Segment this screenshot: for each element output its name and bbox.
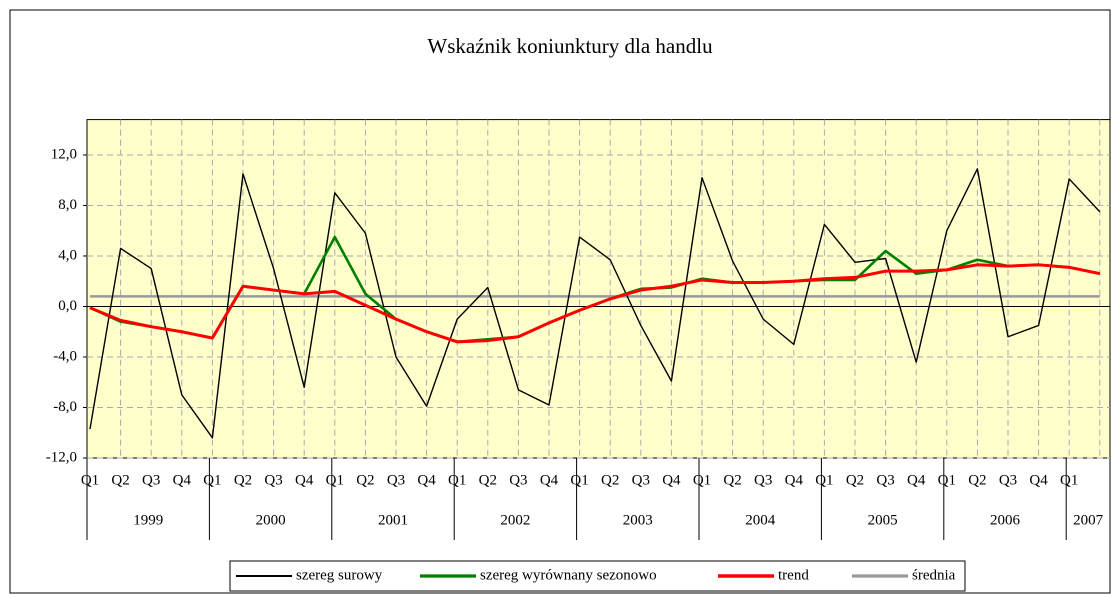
year-label: 2007 — [1073, 512, 1104, 528]
year-label: 2003 — [623, 512, 653, 528]
year-label: 2001 — [378, 512, 408, 528]
y-tick-label: 12,0 — [51, 146, 77, 162]
x-tick-label: Q2 — [111, 472, 129, 488]
y-tick-label: -4,0 — [53, 348, 77, 364]
x-tick-label: Q2 — [846, 472, 864, 488]
y-tick-label: -8,0 — [53, 399, 77, 415]
year-label: 2006 — [990, 512, 1021, 528]
x-tick-label: Q4 — [907, 472, 926, 488]
legend-label: szereg wyrównany sezonowo — [480, 567, 657, 583]
chart-title: Wskaźnik koniunktury dla handlu — [427, 34, 713, 58]
x-tick-label: Q1 — [81, 472, 99, 488]
x-tick-label: Q1 — [938, 472, 956, 488]
x-tick-label: Q3 — [754, 472, 772, 488]
x-tick-label: Q1 — [1060, 472, 1078, 488]
x-tick-label: Q1 — [815, 472, 833, 488]
legend-box — [229, 560, 966, 592]
x-tick-label: Q1 — [570, 472, 588, 488]
x-tick-label: Q4 — [540, 472, 559, 488]
x-tick-label: Q3 — [142, 472, 160, 488]
y-tick-label: -12,0 — [46, 449, 77, 465]
x-tick-label: Q4 — [295, 472, 314, 488]
year-label: 2004 — [745, 512, 776, 528]
x-tick-label: Q4 — [173, 472, 192, 488]
x-tick-label: Q4 — [785, 472, 804, 488]
x-tick-label: Q2 — [601, 472, 619, 488]
x-tick-label: Q3 — [999, 472, 1017, 488]
legend-label: trend — [778, 567, 809, 583]
y-tick-label: 0,0 — [58, 298, 77, 314]
series-line — [89, 168, 1101, 439]
series-line — [89, 263, 1101, 344]
x-tick-label: Q1 — [448, 472, 466, 488]
legend-label: szereg surowy — [296, 567, 383, 583]
year-label: 1999 — [133, 512, 163, 528]
year-label: 2002 — [500, 512, 530, 528]
x-tick-label: Q2 — [234, 472, 252, 488]
x-tick-label: Q2 — [356, 472, 374, 488]
x-tick-label: Q1 — [326, 472, 344, 488]
x-tick-label: Q1 — [693, 472, 711, 488]
year-label: 2000 — [256, 512, 286, 528]
x-tick-label: Q3 — [876, 472, 894, 488]
year-label: 2005 — [868, 512, 898, 528]
x-tick-label: Q3 — [632, 472, 650, 488]
x-tick-label: Q2 — [968, 472, 986, 488]
x-tick-label: Q3 — [509, 472, 527, 488]
x-tick-label: Q2 — [723, 472, 741, 488]
x-tick-label: Q2 — [479, 472, 497, 488]
x-tick-label: Q3 — [387, 472, 405, 488]
x-tick-label: Q4 — [1029, 472, 1048, 488]
x-tick-label: Q1 — [203, 472, 221, 488]
x-tick-label: Q4 — [417, 472, 436, 488]
y-tick-label: 4,0 — [58, 247, 77, 263]
legend-label: średnia — [912, 567, 956, 583]
x-tick-label: Q3 — [264, 472, 282, 488]
y-tick-label: 8,0 — [58, 197, 77, 213]
x-tick-label: Q4 — [662, 472, 681, 488]
